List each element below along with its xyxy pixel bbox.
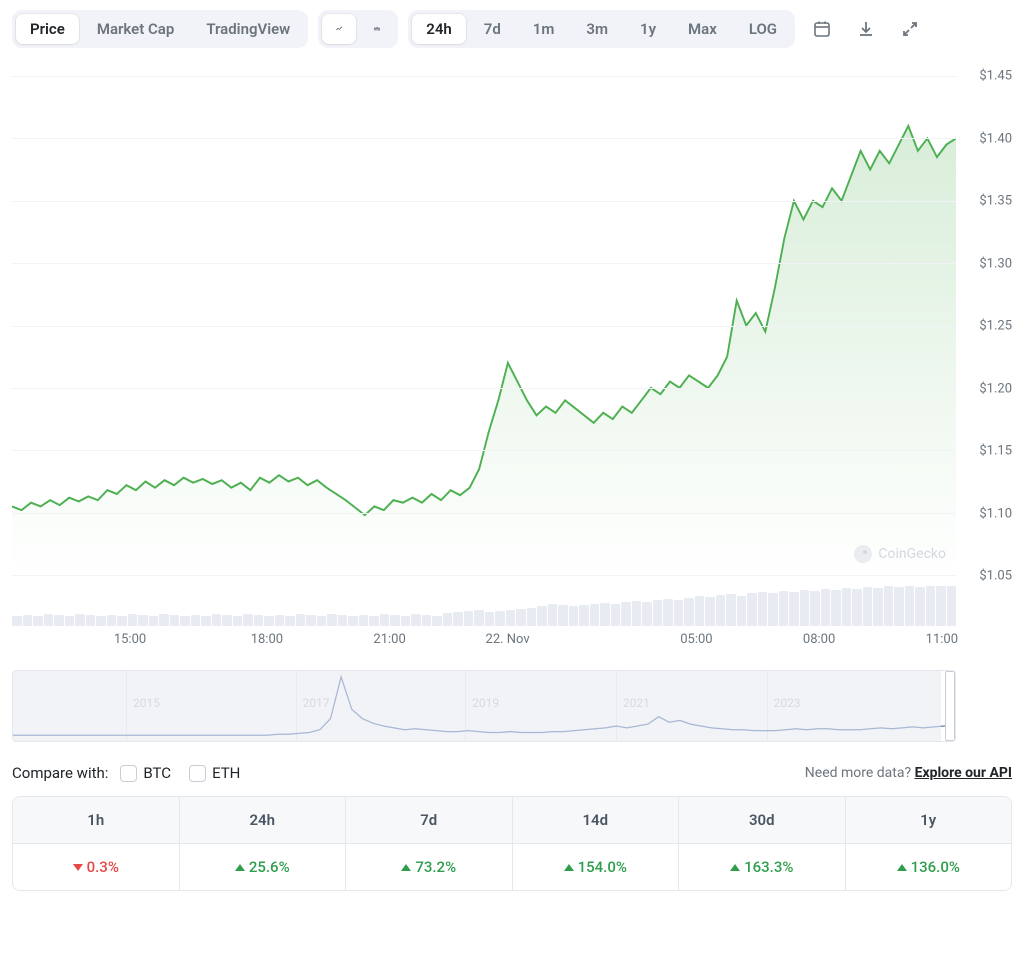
volume-bars — [12, 586, 956, 626]
y-tick: $1.05 — [969, 569, 1012, 584]
y-tick: $1.30 — [969, 256, 1012, 271]
navigator-handle[interactable] — [945, 671, 955, 741]
performance-table: 1h24h7d14d30d1y 0.3%25.6%73.2%154.0%163.… — [12, 796, 1012, 891]
range-7d[interactable]: 7d — [470, 14, 515, 44]
perf-col: 30d — [678, 797, 845, 843]
view-tab-group: Price Market Cap TradingView — [12, 10, 308, 48]
api-cta-text: Need more data? — [805, 765, 911, 781]
compare-row: Compare with: BTC ETH Need more data? Ex… — [12, 764, 1012, 782]
range-max[interactable]: Max — [674, 14, 731, 44]
performance-header: 1h24h7d14d30d1y — [13, 797, 1011, 844]
line-chart-icon[interactable] — [322, 14, 356, 44]
range-3m[interactable]: 3m — [572, 14, 622, 44]
perf-col: 1y — [845, 797, 1012, 843]
explore-api-link[interactable]: Explore our API — [915, 765, 1012, 781]
compare-btc[interactable]: BTC — [120, 764, 171, 782]
y-axis: $1.05$1.10$1.15$1.20$1.25$1.30$1.35$1.40… — [956, 76, 1012, 576]
x-axis: 15:00 18:00 21:00 22. Nov 05:00 08:00 11:00 — [12, 626, 956, 652]
perf-col: 7d — [345, 797, 512, 843]
x-tick: 05:00 — [680, 632, 712, 647]
chart-style-group — [318, 10, 398, 48]
y-tick: $1.10 — [969, 506, 1012, 521]
chart-toolbar: Price Market Cap TradingView 24h 7d 1m 3… — [12, 10, 1012, 48]
x-tick: 15:00 — [114, 632, 146, 647]
y-tick: $1.15 — [969, 444, 1012, 459]
candlestick-chart-icon[interactable] — [360, 14, 394, 44]
perf-col: 14d — [512, 797, 679, 843]
compare-eth-label: ETH — [212, 764, 240, 782]
navigator-mask — [13, 671, 941, 741]
y-tick: $1.40 — [969, 131, 1012, 146]
range-1m[interactable]: 1m — [519, 14, 569, 44]
range-24h[interactable]: 24h — [412, 14, 466, 44]
perf-value: 154.0% — [512, 844, 679, 890]
x-tick: 21:00 — [373, 632, 405, 647]
tab-tradingview[interactable]: TradingView — [192, 14, 304, 44]
y-tick: $1.35 — [969, 194, 1012, 209]
performance-body: 0.3%25.6%73.2%154.0%163.3%136.0% — [13, 844, 1011, 890]
calendar-icon[interactable] — [805, 14, 839, 44]
coingecko-logo-icon — [854, 545, 872, 563]
compare-label: Compare with: — [12, 764, 108, 782]
x-tick: 08:00 — [803, 632, 835, 647]
perf-value: 163.3% — [678, 844, 845, 890]
x-tick: 11:00 — [926, 632, 958, 647]
y-tick: $1.20 — [969, 381, 1012, 396]
y-tick: $1.25 — [969, 319, 1012, 334]
perf-value: 25.6% — [179, 844, 346, 890]
y-tick: $1.45 — [969, 69, 1012, 84]
watermark: CoinGecko — [854, 545, 946, 563]
compare-eth[interactable]: ETH — [189, 764, 240, 782]
perf-value: 136.0% — [845, 844, 1012, 890]
exp and-icon[interactable] — [893, 14, 927, 44]
range-log[interactable]: LOG — [735, 14, 791, 44]
api-cta: Need more data? Explore our API — [805, 765, 1012, 781]
download-icon[interactable] — [849, 14, 883, 44]
perf-col: 1h — [13, 797, 179, 843]
perf-value: 0.3% — [13, 844, 179, 890]
perf-value: 73.2% — [345, 844, 512, 890]
x-tick: 22. Nov — [486, 632, 530, 647]
compare-btc-label: BTC — [143, 764, 171, 782]
perf-col: 24h — [179, 797, 346, 843]
tab-price[interactable]: Price — [16, 14, 79, 44]
price-chart[interactable]: CoinGecko $1.05$1.10$1.15$1.20$1.25$1.30… — [12, 76, 1012, 576]
range-1y[interactable]: 1y — [626, 14, 670, 44]
watermark-text: CoinGecko — [878, 546, 946, 562]
range-tab-group: 24h 7d 1m 3m 1y Max LOG — [408, 10, 795, 48]
tab-market-cap[interactable]: Market Cap — [83, 14, 189, 44]
x-tick: 18:00 — [251, 632, 283, 647]
navigator-chart[interactable]: 20152017201920212023 — [12, 670, 956, 742]
